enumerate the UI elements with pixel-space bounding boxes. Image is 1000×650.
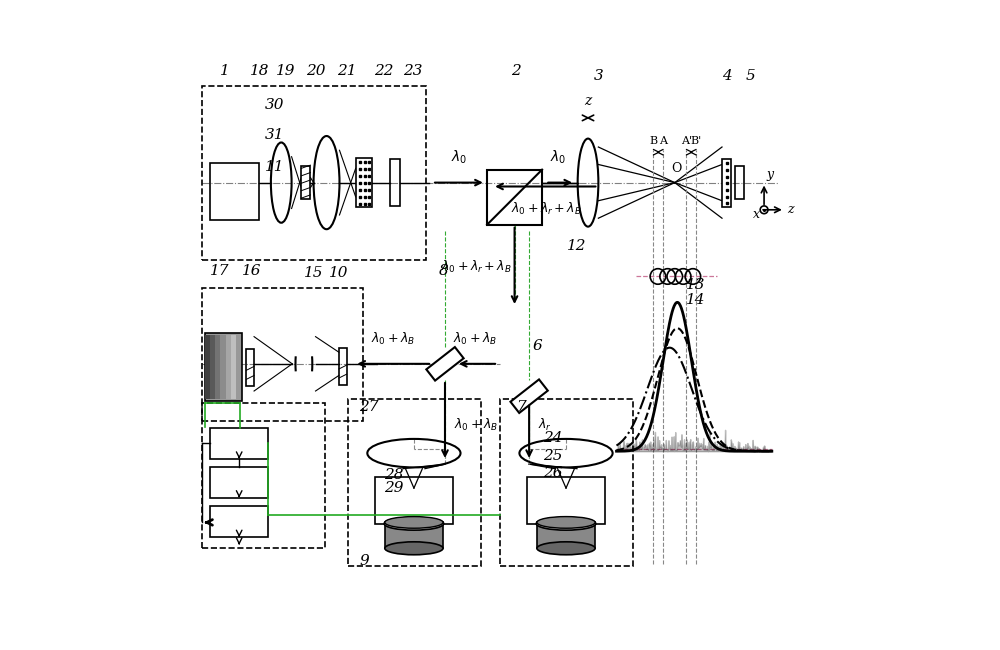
Text: 28: 28 [384,468,404,482]
Bar [246,349,254,386]
Text: $\lambda_0+\lambda_B$: $\lambda_0+\lambda_B$ [454,417,498,434]
Bar [735,166,744,200]
Bar [202,402,325,549]
Bar [215,335,220,400]
Text: 23: 23 [403,64,422,77]
Text: 20: 20 [306,64,325,77]
Ellipse shape [537,542,595,554]
Bar [231,335,236,400]
Bar [500,399,633,566]
Text: 17: 17 [210,265,230,278]
Text: A: A [659,136,667,146]
Ellipse shape [385,542,443,554]
Text: x: x [753,209,760,222]
Bar [385,523,443,549]
Text: $\lambda_0+\lambda_r+\lambda_B$: $\lambda_0+\lambda_r+\lambda_B$ [441,259,511,275]
Text: 15: 15 [304,266,323,280]
Text: $\lambda_r$: $\lambda_r$ [538,417,552,434]
Bar [375,477,453,524]
Text: $\lambda_0$: $\lambda_0$ [451,148,467,166]
Ellipse shape [385,517,443,528]
Bar [339,348,347,385]
Polygon shape [510,380,548,413]
Text: 3: 3 [594,69,603,83]
Text: A': A' [681,136,692,146]
Text: y: y [767,168,774,181]
Text: 10: 10 [328,266,348,280]
Text: $\lambda_0+\lambda_B$: $\lambda_0+\lambda_B$ [453,331,497,347]
Bar [210,428,268,459]
Bar [487,170,542,225]
Text: 6: 6 [533,339,542,353]
Text: $\lambda_0$: $\lambda_0$ [550,148,566,166]
Polygon shape [426,347,464,381]
Text: 27: 27 [360,400,379,414]
Text: 4: 4 [722,69,732,83]
Text: 14: 14 [686,293,705,307]
Bar [205,333,242,401]
Text: 30: 30 [265,98,285,112]
Text: 8: 8 [439,265,449,278]
Text: 16: 16 [242,265,262,278]
Text: z: z [584,94,592,108]
Bar [210,162,259,220]
Text: 26: 26 [543,465,563,480]
Text: 31: 31 [265,128,285,142]
Bar [527,477,605,524]
Text: 12: 12 [567,239,586,253]
Text: 22: 22 [374,64,393,77]
Text: 7: 7 [516,400,526,414]
Ellipse shape [537,517,595,528]
Bar [356,158,372,207]
Bar [210,506,268,538]
Text: 19: 19 [276,64,296,77]
Text: B: B [649,136,657,146]
Bar [210,335,215,400]
Bar [202,86,426,260]
Text: 11: 11 [265,160,285,174]
Bar [722,159,731,207]
Text: 18: 18 [249,64,269,77]
Text: z: z [787,203,794,216]
Text: O: O [671,162,681,175]
Ellipse shape [384,517,444,530]
Text: 9: 9 [359,554,369,568]
Bar [210,467,268,498]
Text: $\lambda_0+\lambda_r+\lambda_B$: $\lambda_0+\lambda_r+\lambda_B$ [511,201,582,217]
Bar [537,523,595,549]
Text: 24: 24 [543,431,563,445]
Text: 21: 21 [337,64,356,77]
Text: 13: 13 [686,278,705,292]
Bar [348,399,481,566]
Text: B': B' [690,136,702,146]
Bar [205,335,210,400]
Bar [301,166,310,200]
Bar [390,159,400,206]
Bar [220,335,226,400]
Text: 2: 2 [511,64,520,77]
Text: 1: 1 [220,64,230,77]
Bar [202,288,363,421]
Text: 29: 29 [384,481,404,495]
Text: $\lambda_0+\lambda_B$: $\lambda_0+\lambda_B$ [371,331,415,347]
Text: 5: 5 [746,69,755,83]
Ellipse shape [536,517,596,530]
Bar [226,335,231,400]
Text: 25: 25 [543,448,563,463]
